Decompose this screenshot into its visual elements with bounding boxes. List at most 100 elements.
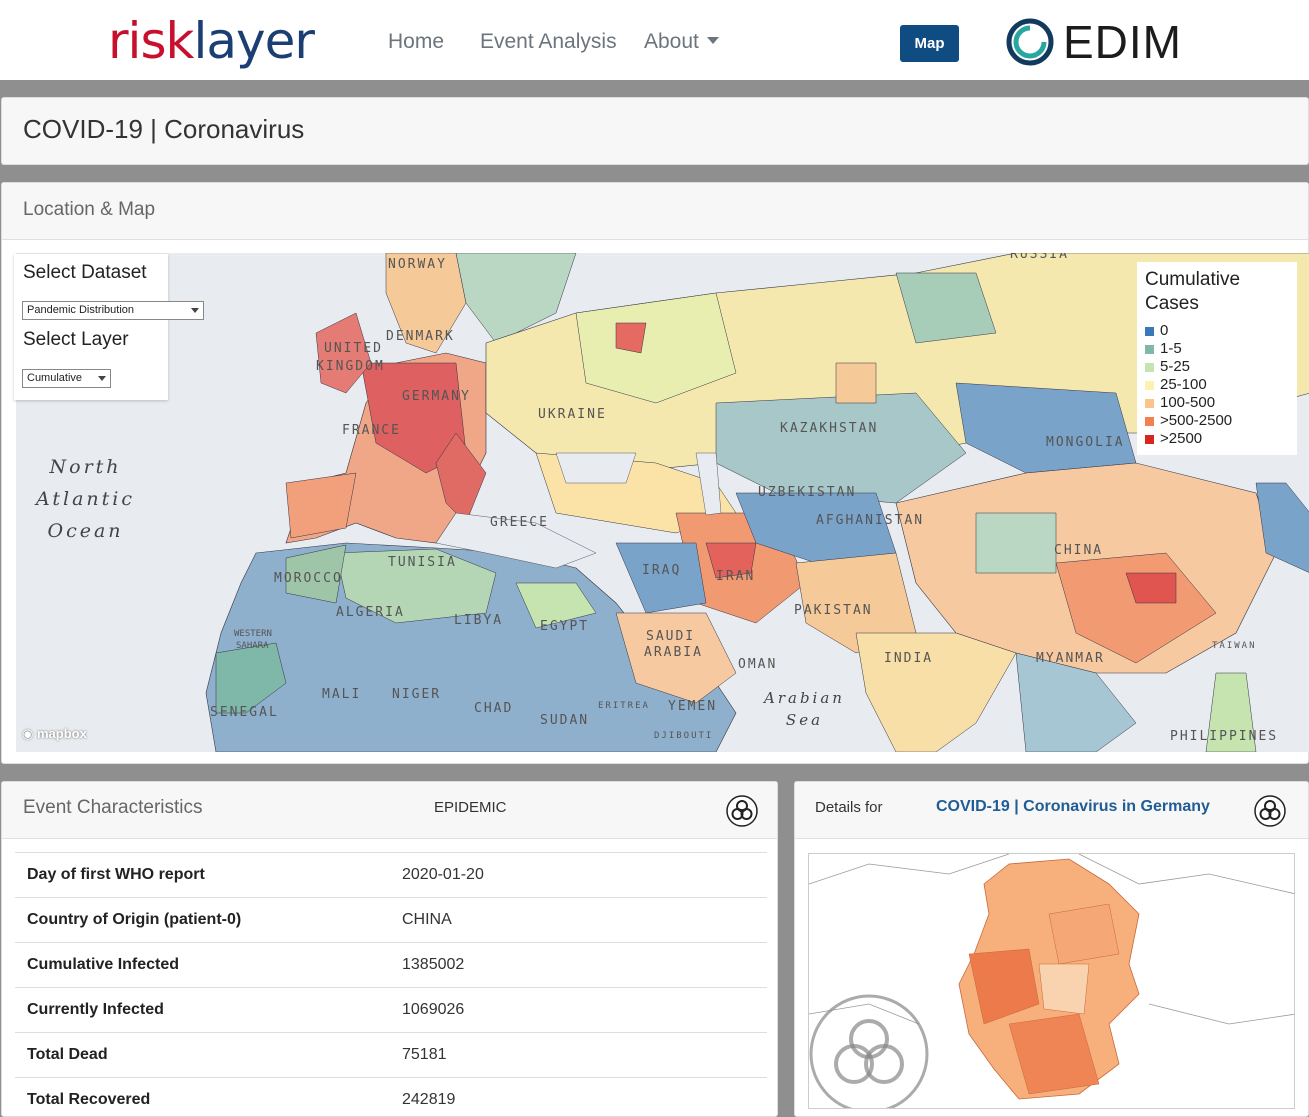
row-value: 2020-01-20 — [402, 866, 484, 883]
brand-part1: risk — [108, 12, 194, 70]
label-djibouti: DJIBOUTI — [654, 731, 714, 741]
label-libya: LIBYA — [454, 613, 504, 628]
label-arabia: ARABIA — [644, 645, 703, 660]
label-algeria: ALGERIA — [336, 605, 405, 620]
edim-logo[interactable]: EDIM — [1005, 16, 1182, 68]
map-card-title: Location & Map — [23, 199, 156, 220]
label-tunisia: TUNISIA — [388, 555, 457, 570]
map-legend: Cumulative Cases 0 1-5 5-25 25-100 100-5… — [1137, 262, 1297, 455]
location-map-card: Location & Map — [1, 182, 1309, 764]
label-iraq: IRAQ — [642, 563, 682, 578]
label-kazakhstan: KAZAKHSTAN — [780, 421, 879, 436]
title-card: COVID-19 | Coronavirus — [1, 97, 1309, 165]
table-row: Total Recovered 242819 — [15, 1077, 767, 1117]
mapbox-text: mapbox — [36, 726, 87, 741]
row-value: 1069026 — [402, 1001, 465, 1018]
table-row: Currently Infected 1069026 — [15, 987, 767, 1032]
details-link[interactable]: COVID-19 | Coronavirus in Germany — [936, 798, 1210, 815]
label-kingdom: KINGDOM — [316, 359, 385, 374]
nav-event-analysis[interactable]: Event Analysis — [480, 30, 617, 53]
chevron-down-icon — [191, 308, 199, 313]
sea-line2: Sea — [785, 711, 824, 729]
legend-swatch — [1145, 362, 1154, 372]
table-row: Cumulative Infected 1385002 — [15, 942, 767, 987]
label-egypt: EGYPT — [540, 619, 590, 634]
layer-select[interactable]: Cumulative — [22, 369, 111, 388]
dataset-select-value: Pandemic Distribution — [27, 304, 134, 316]
navbar: risklayer Home Event Analysis About Map … — [0, 0, 1309, 80]
label-sudan: SUDAN — [540, 713, 590, 728]
ocean-line2: Atlantic — [36, 488, 136, 510]
choropleth-map[interactable]: NORWAY DENMARK RUSSIA UNITED KINGDOM GER… — [16, 253, 1309, 752]
label-chad: CHAD — [474, 701, 514, 716]
dataset-select[interactable]: Pandemic Distribution — [22, 301, 204, 320]
row-key: Currently Infected — [27, 1001, 164, 1018]
edim-ring-icon — [1006, 18, 1054, 66]
legend-item: 0 — [1145, 322, 1289, 340]
label-india: INDIA — [884, 651, 934, 666]
legend-swatch — [1145, 416, 1154, 426]
label-china: CHINA — [1054, 543, 1104, 558]
label-russia: RUSSIA — [1010, 253, 1069, 262]
label-myanmar: MYANMAR — [1036, 651, 1105, 666]
event-table: Day of first WHO report 2020-01-20 Count… — [15, 852, 767, 1117]
label-greece: GREECE — [490, 515, 549, 530]
legend-label: 1-5 — [1160, 340, 1182, 357]
table-row: Day of first WHO report 2020-01-20 — [15, 852, 767, 897]
label-france: FRANCE — [342, 423, 401, 438]
map-button[interactable]: Map — [900, 25, 959, 62]
chevron-down-icon — [98, 376, 106, 381]
mapbox-attribution[interactable]: ◉ mapbox — [22, 726, 87, 742]
nav-home[interactable]: Home — [388, 30, 445, 53]
label-arabian-sea: Arabian Sea — [764, 687, 845, 731]
legend-swatch — [1145, 380, 1154, 390]
legend-item: >500-2500 — [1145, 412, 1289, 430]
germany-map[interactable] — [808, 853, 1295, 1109]
legend-label: 5-25 — [1160, 358, 1191, 375]
legend-label: 100-500 — [1160, 394, 1216, 411]
label-eritrea: ERITREA — [598, 701, 650, 711]
label-niger: NIGER — [392, 687, 442, 702]
label-yemen: YEMEN — [668, 699, 718, 714]
select-dataset-label: Select Dataset — [23, 262, 147, 283]
legend-item: 25-100 — [1145, 376, 1289, 394]
label-iran: IRAN — [716, 569, 756, 584]
ocean-line3: Ocean — [47, 520, 124, 542]
event-card-header: Event Characteristics EPIDEMIC — [2, 782, 777, 839]
label-afghanistan: AFGHANISTAN — [816, 513, 925, 528]
legend-swatch — [1145, 344, 1154, 354]
page-title: COVID-19 | Coronavirus — [23, 114, 305, 144]
ocean-line1: North — [49, 456, 122, 478]
table-row: Country of Origin (patient-0) CHINA — [15, 897, 767, 942]
sea-line1: Arabian — [764, 689, 845, 707]
row-value: CHINA — [402, 911, 452, 928]
layer-select-value: Cumulative — [27, 372, 83, 384]
label-mongolia: MONGOLIA — [1046, 435, 1125, 450]
legend-title-2: Cases — [1145, 293, 1199, 314]
biohazard-icon — [1254, 795, 1286, 827]
legend-item: >2500 — [1145, 430, 1289, 448]
edim-text: EDIM — [1063, 16, 1182, 68]
label-norway: NORWAY — [388, 257, 447, 272]
table-row: Total Dead 75181 — [15, 1032, 767, 1077]
legend-label: >500-2500 — [1160, 412, 1233, 429]
risklayer-logo[interactable]: risklayer — [108, 12, 315, 70]
legend-label: 25-100 — [1160, 376, 1207, 393]
label-oman: OMAN — [738, 657, 778, 672]
row-value: 1385002 — [402, 956, 465, 973]
event-characteristics-card: Event Characteristics EPIDEMIC Day of fi… — [1, 781, 778, 1117]
legend-item: 100-500 — [1145, 394, 1289, 412]
details-label: Details for — [815, 799, 883, 816]
legend-label: 0 — [1160, 322, 1169, 339]
row-key: Cumulative Infected — [27, 956, 180, 973]
label-germany: GERMANY — [402, 389, 471, 404]
select-layer-label: Select Layer — [23, 329, 129, 350]
map-canvas — [16, 253, 1309, 752]
label-united: UNITED — [324, 341, 383, 356]
legend-item: 1-5 — [1145, 340, 1289, 358]
nav-about-dropdown[interactable]: About — [644, 30, 719, 54]
germany-map-canvas — [809, 854, 1294, 1108]
row-key: Day of first WHO report — [27, 866, 205, 883]
label-north-atlantic-ocean: North Atlantic Ocean — [36, 451, 135, 547]
legend-title-1: Cumulative — [1145, 269, 1241, 290]
